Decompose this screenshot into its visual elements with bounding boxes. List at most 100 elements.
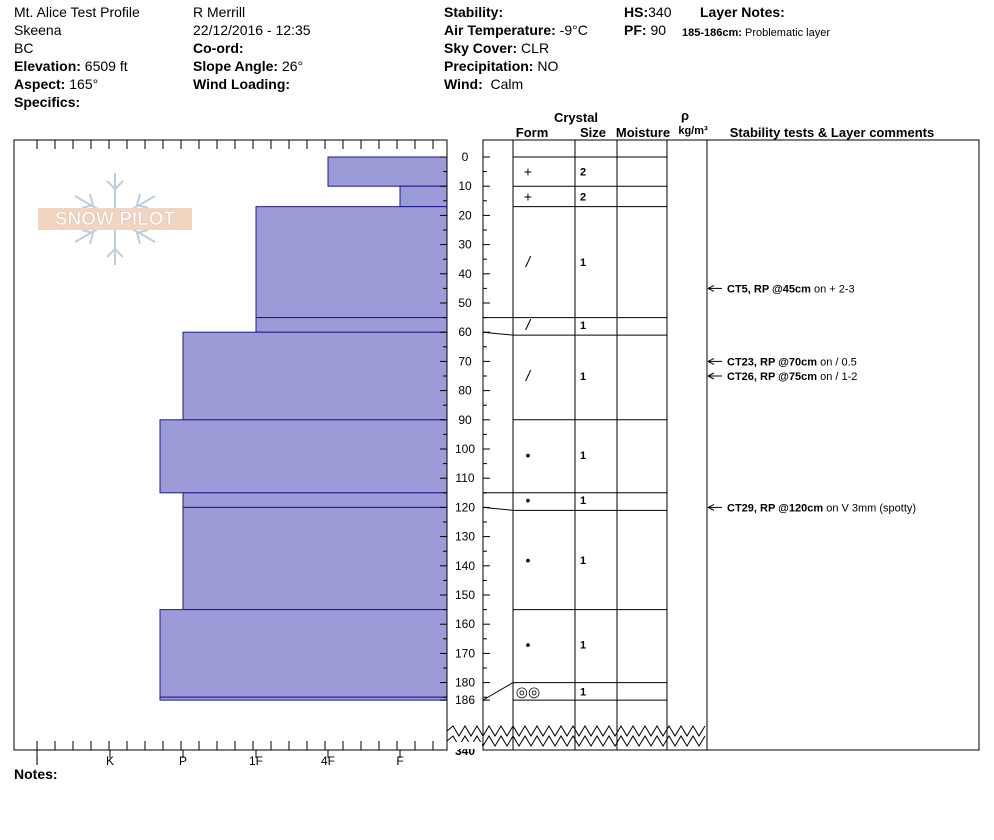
hardness-bar bbox=[182, 331, 448, 421]
aspect-value: 165° bbox=[69, 76, 99, 92]
logo-banner bbox=[38, 208, 192, 230]
hardness-label: I bbox=[35, 754, 38, 768]
layer-notes-label: Layer Notes: bbox=[700, 4, 785, 20]
pf-value: 90 bbox=[650, 22, 667, 38]
layer-note-depth: 185-186cm: bbox=[682, 27, 742, 39]
hardness-bar bbox=[399, 185, 448, 208]
hardness-label: 1F bbox=[249, 754, 263, 768]
range-name: Skeena bbox=[14, 22, 62, 38]
snowpilot-logo: SNOW PILOT bbox=[38, 173, 192, 265]
stability-tests: CT5, RP @45cm on + 2-3 CT23, RP @70cm on … bbox=[707, 283, 916, 514]
hs-label: HS: bbox=[624, 4, 649, 20]
test-arrow-head bbox=[707, 357, 715, 365]
sky-label: Sky Cover: bbox=[444, 40, 518, 56]
slope-value: 26° bbox=[281, 58, 304, 74]
test-arrow-head bbox=[707, 284, 715, 292]
crystal-form: + bbox=[524, 188, 532, 204]
aspect-row: Aspect: 165° bbox=[14, 75, 140, 93]
hardness-bar bbox=[255, 206, 448, 319]
precip-label: Precipitation: bbox=[444, 58, 534, 74]
coord-row: Co-ord: bbox=[193, 39, 311, 57]
hardness-bar bbox=[255, 317, 448, 333]
hardness-bar bbox=[159, 609, 448, 698]
weather-info: Stability: Air Temperature: -9°C Sky Cov… bbox=[444, 3, 588, 93]
crystal-size: 1 bbox=[580, 257, 586, 269]
wind-loading-label: Wind Loading: bbox=[193, 76, 291, 92]
depth-label: 30 bbox=[458, 238, 472, 252]
depth-label: 0 bbox=[462, 150, 469, 164]
crystal-form: ◎◎ bbox=[516, 683, 540, 699]
layer-connector bbox=[482, 506, 514, 511]
test-arrow-head bbox=[707, 503, 715, 511]
wind-label: Wind: bbox=[444, 76, 483, 92]
depth-label: 100 bbox=[455, 442, 475, 456]
depth-label: 160 bbox=[455, 617, 475, 631]
logo-text: SNOW PILOT bbox=[55, 209, 176, 230]
test-code: CT5, RP @45cm bbox=[727, 283, 811, 295]
elevation-label: Elevation: bbox=[14, 58, 81, 74]
precip-value: NO bbox=[537, 58, 559, 74]
layer-note-text: Problematic layer bbox=[745, 27, 830, 39]
depth-label: 10 bbox=[458, 179, 472, 193]
form-header: Form bbox=[516, 125, 549, 140]
layer-notes-header: Layer Notes: bbox=[700, 3, 785, 21]
crystal-header: Crystal bbox=[554, 110, 598, 125]
hardness-bar bbox=[182, 492, 448, 508]
depth-label: 140 bbox=[455, 559, 475, 573]
hardness-bar bbox=[159, 696, 448, 701]
rho-header: ρ bbox=[681, 108, 689, 123]
depth-label: 40 bbox=[458, 267, 472, 281]
depth-label: 60 bbox=[458, 325, 472, 339]
size-header: Size bbox=[580, 125, 606, 140]
crystal-size: 2 bbox=[580, 191, 586, 203]
hs-value: 340 bbox=[648, 4, 672, 20]
test-code: CT23, RP @70cm bbox=[727, 356, 817, 368]
depth-label: 170 bbox=[455, 646, 475, 660]
hardness-axis: I K P 1F 4F F bbox=[35, 140, 434, 768]
crystal-table: +2 + 2 / 1 / 1 / 1 • 1 • 1 • 1 • 1 ◎◎ 1 bbox=[516, 164, 586, 700]
observer-info: R Merrill 22/12/2016 - 12:35 Co-ord: Slo… bbox=[193, 3, 311, 93]
slope-row: Slope Angle: 26° bbox=[193, 57, 311, 75]
crystal-form: • bbox=[526, 492, 531, 508]
coord-label: Co-ord: bbox=[193, 40, 244, 56]
layer-table-frame bbox=[482, 139, 980, 751]
sky-value: CLR bbox=[521, 40, 550, 56]
pf-row: PF: 90 bbox=[624, 21, 671, 39]
break-zigzag bbox=[446, 725, 706, 737]
test-comment: on + 2-3 bbox=[811, 283, 855, 295]
crystal-size: 1 bbox=[580, 555, 586, 567]
hardness-label: 4F bbox=[321, 754, 335, 768]
crystal-size: 1 bbox=[580, 640, 586, 652]
layer-note: 185-186cm: Problematic layer bbox=[682, 22, 830, 42]
test-result: CT29, RP @120cm on V 3mm (spotty) bbox=[727, 502, 916, 514]
test-comment: on / 1-2 bbox=[817, 371, 857, 383]
notes-label: Notes: bbox=[14, 766, 58, 782]
depth-label: 70 bbox=[458, 354, 472, 368]
break-zigzag bbox=[446, 735, 706, 747]
depth-label: 90 bbox=[458, 413, 472, 427]
depth-label: 110 bbox=[455, 471, 474, 485]
test-comment: on / 0.5 bbox=[817, 356, 857, 368]
profile-info: Mt. Alice Test Profile Skeena BC Elevati… bbox=[14, 3, 140, 111]
layer-connector bbox=[482, 682, 514, 701]
hardness-bar bbox=[327, 156, 448, 187]
elevation-value: 6509 ft bbox=[84, 58, 128, 74]
hs-row: HS:340 bbox=[624, 3, 671, 21]
layer-connector bbox=[482, 331, 514, 336]
specifics-label: Specifics: bbox=[14, 94, 81, 110]
precip-row: Precipitation: NO bbox=[444, 57, 588, 75]
aspect-label: Aspect: bbox=[14, 76, 66, 92]
depth-label: 50 bbox=[458, 296, 472, 310]
crystal-form: / bbox=[525, 317, 532, 334]
specifics-row: Specifics: bbox=[14, 93, 140, 111]
crystal-size: 1 bbox=[580, 450, 586, 462]
snowpack-info: HS:340 PF: 90 bbox=[624, 3, 671, 39]
depth-label: 186 bbox=[455, 693, 475, 707]
comments-header: Stability tests & Layer comments bbox=[730, 125, 934, 140]
crystal-size: 1 bbox=[580, 495, 586, 507]
hardness-label: F bbox=[396, 754, 403, 768]
hardness-bar bbox=[182, 506, 448, 611]
crystal-form: • bbox=[526, 637, 531, 653]
air-temp-value: -9°C bbox=[559, 22, 588, 38]
